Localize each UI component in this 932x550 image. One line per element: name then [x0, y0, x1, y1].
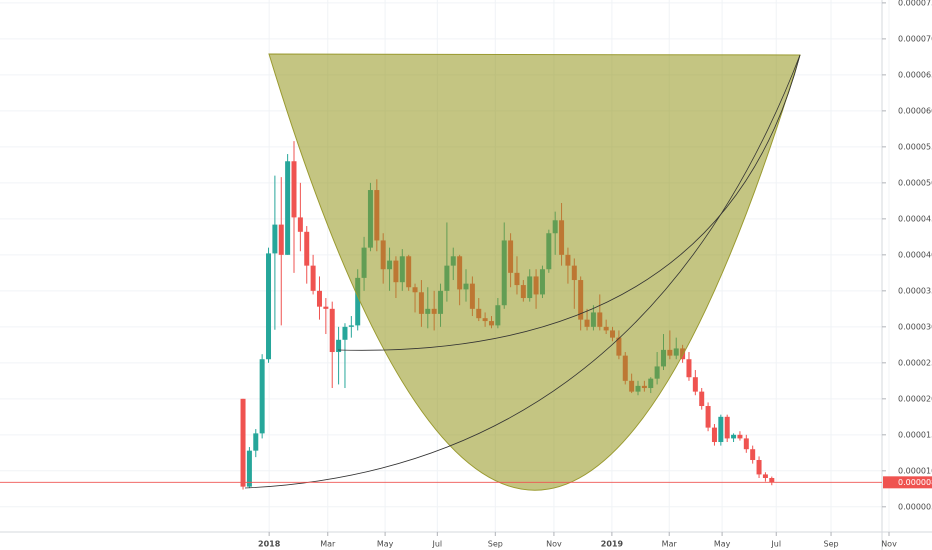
candle-body	[750, 449, 756, 461]
x-tick-label: 2018	[258, 540, 281, 549]
candle-body	[348, 325, 354, 327]
candle-body	[323, 306, 329, 309]
candle-body	[253, 433, 259, 451]
cup-drawing	[244, 53, 801, 491]
candle-body	[724, 416, 730, 439]
x-tick-label: May	[377, 540, 394, 549]
candle-body	[743, 438, 749, 450]
candle-body	[291, 161, 297, 218]
y-tick-label: 0.00007500	[898, 0, 932, 7]
y-tick-label: 0.00000500	[898, 502, 932, 511]
y-tick-label: 0.00005000	[898, 178, 932, 187]
candle-body	[756, 460, 762, 475]
candle-body	[272, 224, 278, 254]
y-tick-label: 0.00002000	[898, 394, 932, 403]
candle-body	[705, 406, 711, 428]
candle-body	[329, 308, 335, 353]
cup-shape	[268, 53, 801, 491]
candle-body	[246, 450, 252, 487]
y-tick-label: 0.00003000	[898, 322, 932, 331]
x-tick-label: Nov	[881, 540, 897, 549]
candle-body	[711, 427, 717, 443]
candle-body	[686, 359, 692, 378]
y-tick-label: 0.00001500	[898, 430, 932, 439]
candle-body	[692, 377, 698, 392]
candle-body	[718, 416, 724, 443]
arc	[244, 54, 801, 489]
x-tick-label: Mar	[320, 540, 336, 549]
candle-body	[762, 474, 768, 479]
x-tick-label: Nov	[546, 540, 562, 549]
y-tick-label: 0.00004000	[898, 250, 932, 259]
x-tick-label: 2019	[601, 540, 624, 549]
y-tick-label: 0.00007000	[898, 34, 932, 43]
candle-body	[266, 253, 272, 360]
last-price-box	[883, 476, 932, 489]
candle-body	[297, 217, 303, 232]
candle-body	[336, 339, 342, 353]
candle-body	[285, 161, 291, 255]
y-tick-label: 0.00002500	[898, 358, 932, 367]
candle-body	[737, 434, 743, 439]
y-tick-label: 0.00005500	[898, 142, 932, 151]
y-tick-label: 0.00003500	[898, 286, 932, 295]
candle-body	[304, 231, 310, 266]
candle-body	[240, 398, 246, 487]
candle-body	[355, 277, 361, 326]
arc	[337, 54, 801, 351]
y-tick-label: 0.00001000	[898, 466, 932, 475]
candle-body	[769, 478, 775, 483]
x-tick-label: May	[714, 540, 731, 549]
candle-body	[342, 326, 348, 340]
x-tick-label: Jul	[770, 540, 781, 549]
candle-body	[310, 265, 316, 291]
y-tick-label: 0.00004500	[898, 214, 932, 223]
candle-body	[731, 434, 737, 439]
candle-body	[259, 359, 265, 434]
last-price-label: 0.00000840	[898, 478, 932, 487]
x-tick-label: Sep	[823, 540, 838, 549]
candle-body	[278, 224, 284, 255]
x-tick-label: Mar	[662, 540, 678, 549]
candle-body	[316, 290, 322, 307]
x-tick-label: Sep	[488, 540, 503, 549]
y-tick-label: 0.00006000	[898, 106, 932, 115]
x-tick-label: Jul	[432, 540, 443, 549]
candle-body	[699, 391, 705, 407]
y-tick-label: 0.00006500	[898, 70, 932, 79]
